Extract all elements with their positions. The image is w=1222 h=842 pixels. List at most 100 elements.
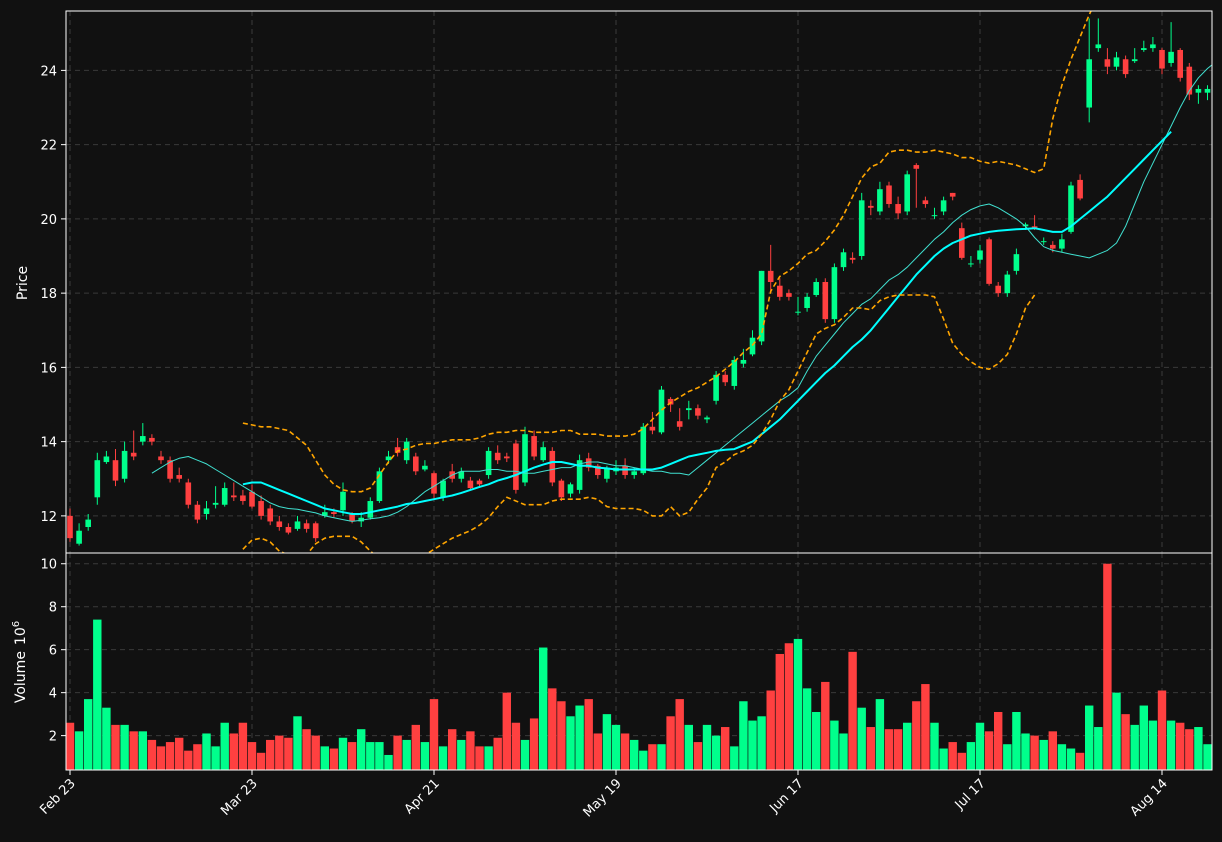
candle-body [840, 252, 847, 268]
candle-body [440, 480, 446, 498]
volume-bar [502, 692, 511, 770]
price-axis-label: Price [15, 266, 31, 300]
candle-body [949, 192, 956, 197]
candle-body [913, 165, 920, 169]
candle-body [813, 282, 819, 295]
volume-bar [539, 647, 548, 770]
candle-body [1059, 239, 1065, 249]
volume-bar [466, 731, 475, 770]
candle-body [822, 282, 829, 320]
candle-body [604, 467, 610, 479]
volume-bar [84, 699, 93, 770]
volume-bar [202, 733, 211, 770]
candle-body [731, 359, 738, 386]
volume-tick-label: 8 [49, 601, 57, 616]
volume-bar [675, 699, 684, 770]
candle-body [576, 460, 583, 490]
volume-bar [1130, 724, 1139, 770]
volume-bar [1085, 705, 1094, 770]
volume-bar [1121, 714, 1130, 770]
candle-body [858, 200, 865, 257]
candle-body [140, 436, 146, 442]
volume-bar [66, 722, 75, 770]
volume-bar [1030, 735, 1039, 770]
candle-body [513, 443, 519, 490]
volume-bar [766, 690, 775, 770]
volume-bar [429, 699, 439, 770]
candle-body [676, 421, 683, 427]
volume-bar [357, 729, 366, 770]
volume-bar [420, 742, 430, 770]
volume-bar [1166, 720, 1176, 770]
volume-bar [848, 651, 857, 770]
candle-body [777, 285, 783, 297]
volume-bar [639, 750, 648, 770]
candle-body [422, 465, 428, 470]
price-tick-label: 24 [40, 64, 57, 79]
volume-bar [839, 733, 848, 770]
volume-bar [1094, 727, 1103, 770]
candle-body [1150, 44, 1156, 49]
volume-bar [74, 731, 84, 770]
volume-panel-frame [65, 552, 1213, 771]
candle-body [722, 374, 728, 383]
volume-bar [893, 729, 903, 770]
price-tick-label: 20 [40, 213, 57, 228]
volume-tick-label: 2 [49, 730, 57, 745]
volume-bar [520, 739, 530, 770]
candle-body [658, 389, 665, 433]
volume-bar [457, 739, 466, 770]
candle-body [1004, 274, 1011, 294]
volume-bar [957, 752, 966, 770]
volume-bar [1003, 744, 1012, 770]
candle-body [303, 523, 310, 529]
volume-bar [657, 744, 666, 770]
volume-bar [1176, 722, 1185, 770]
volume-bar [730, 746, 739, 770]
candle-body [1086, 59, 1092, 108]
volume-bar [702, 724, 712, 770]
candle-body [358, 517, 364, 522]
volume-bar [684, 724, 693, 770]
candle-body [403, 441, 410, 461]
bollinger-lower-band [242, 294, 1036, 553]
volume-bar [566, 716, 575, 770]
volume-bar [630, 739, 639, 770]
candle-body [85, 519, 91, 528]
candle-body [203, 508, 210, 515]
candle-body [713, 374, 719, 401]
volume-bar [111, 724, 120, 770]
candle-body [959, 228, 965, 258]
volume-bar [739, 701, 748, 770]
volume-bar [247, 742, 257, 770]
volume-bar [229, 733, 238, 770]
candle-body [631, 471, 637, 476]
candle-body [1204, 88, 1211, 93]
volume-axis-exponent-power: 6 [11, 621, 22, 627]
price-tick-label: 22 [40, 139, 57, 154]
volume-bar [1112, 692, 1121, 770]
candle-body [877, 189, 883, 212]
candle-body [868, 205, 874, 208]
volume-bar [711, 735, 721, 770]
candle-body [67, 515, 73, 539]
volume-bar [830, 720, 839, 770]
volume-bar [1075, 752, 1085, 770]
volume-bar [138, 731, 147, 770]
candle-body [531, 436, 537, 457]
volume-bar [448, 729, 457, 770]
volume-bar [320, 746, 329, 770]
candle-body [167, 460, 173, 479]
candle-body [886, 185, 892, 205]
candle-body [804, 296, 810, 308]
volume-axis-label: Volume 106 [11, 621, 29, 703]
volume-bar [293, 716, 302, 770]
candle-body [558, 480, 565, 498]
volume-bar [211, 746, 220, 770]
volume-bar [93, 619, 102, 770]
volume-bar [802, 688, 812, 770]
candle-body [212, 502, 219, 505]
volume-bar [548, 688, 557, 770]
